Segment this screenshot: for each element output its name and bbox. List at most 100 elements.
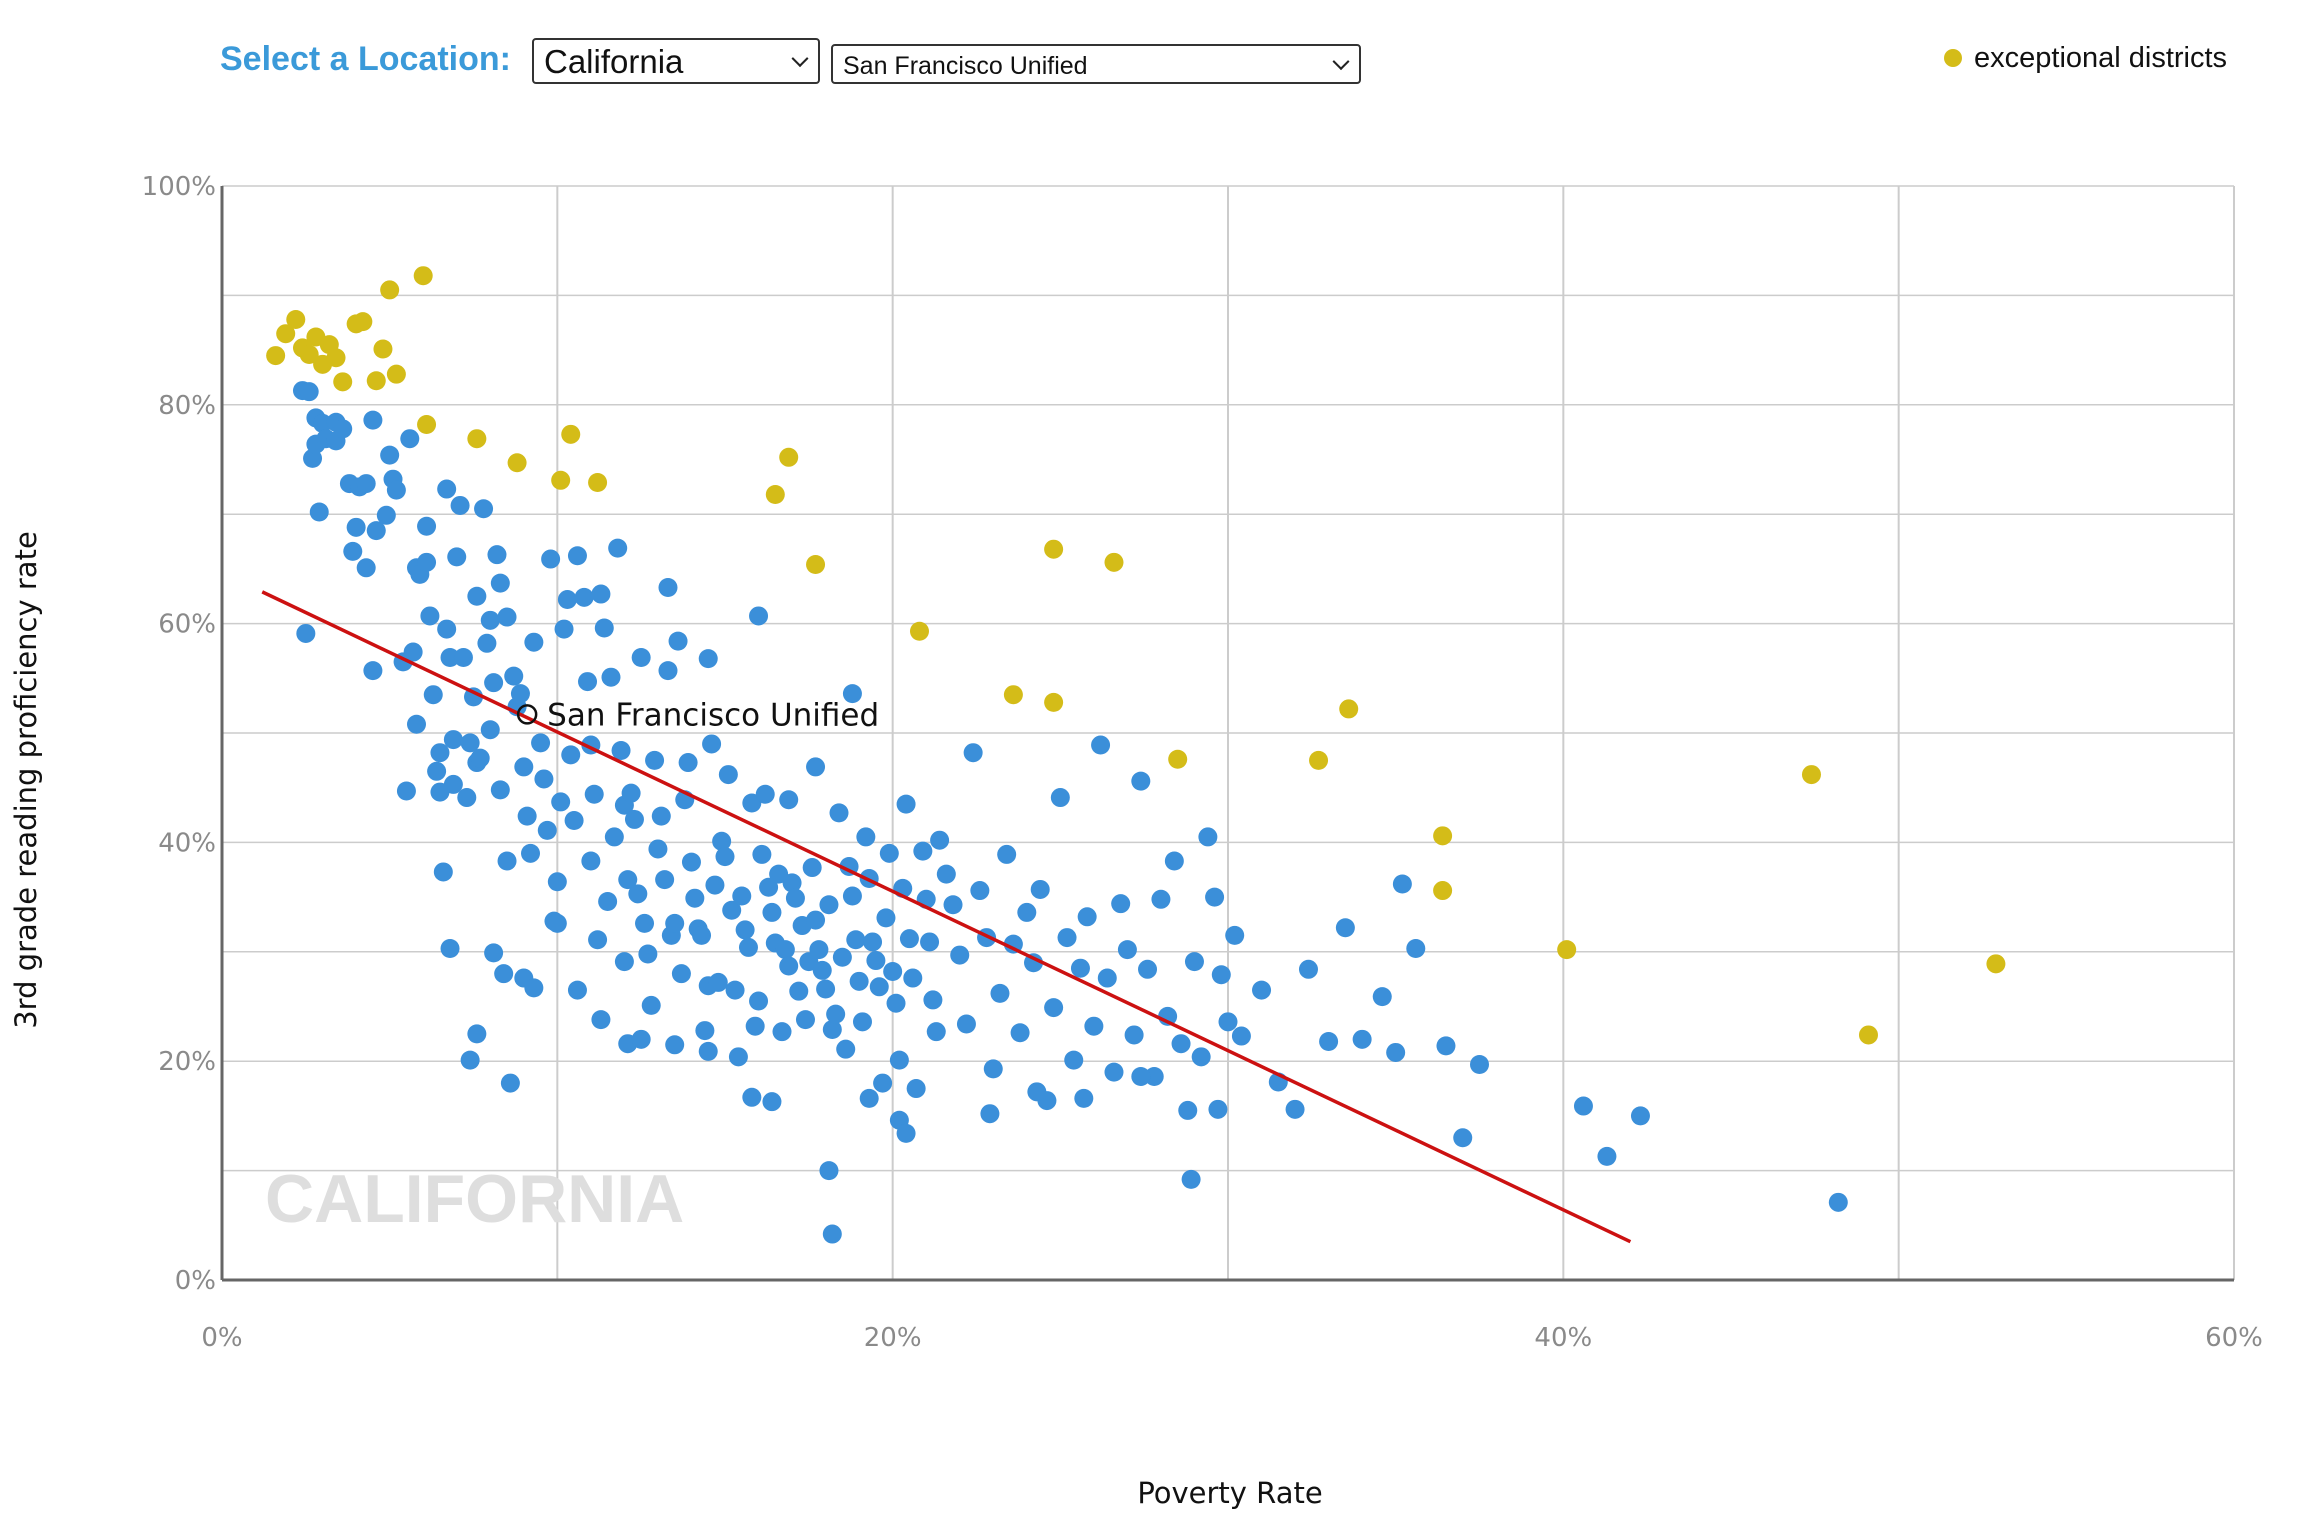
district-point <box>464 687 483 707</box>
district-point <box>983 1059 1003 1079</box>
x-axis-ticks: 0% 20% 40% 60% <box>201 1323 2263 1353</box>
district-point <box>614 952 634 972</box>
district-point <box>980 1104 1000 1124</box>
district-point <box>806 910 826 930</box>
district-point <box>715 847 735 867</box>
district-point <box>1097 968 1117 988</box>
district-point <box>899 929 919 949</box>
district-point <box>457 788 477 808</box>
district-point <box>702 734 722 754</box>
district-point <box>779 790 799 810</box>
district-point <box>671 964 691 984</box>
exceptional-district-point <box>779 447 799 467</box>
district-point <box>745 1016 765 1036</box>
y-tick-label: 20% <box>158 1047 216 1077</box>
district-point <box>417 516 437 536</box>
district-point <box>1151 889 1171 909</box>
exceptional-district-point <box>1044 539 1064 559</box>
district-point <box>692 925 712 945</box>
district-point <box>363 661 383 681</box>
exceptional-district-point <box>1168 749 1188 769</box>
district-point <box>467 586 487 606</box>
district-point <box>913 841 933 861</box>
exceptional-district-point <box>1986 954 2006 974</box>
y-tick-label: 0% <box>175 1266 216 1296</box>
exceptional-district-point <box>373 339 393 359</box>
district-point <box>487 545 507 565</box>
district-point <box>651 806 671 826</box>
district-point <box>725 980 745 1000</box>
district-point <box>641 995 661 1015</box>
district-point <box>1208 1099 1228 1119</box>
district-point <box>517 806 537 826</box>
x-tick-label: 60% <box>2205 1323 2263 1353</box>
district-point <box>668 631 688 651</box>
location-toolbar: Select a Location: California San Franci… <box>0 0 2306 110</box>
district-point <box>547 872 567 892</box>
exceptional-district-point <box>276 324 296 344</box>
district-point <box>712 831 732 851</box>
district-point <box>534 769 554 789</box>
district-point <box>1030 879 1050 899</box>
district-point <box>762 1092 782 1112</box>
district-point <box>658 577 678 597</box>
district-point <box>1386 1042 1406 1062</box>
exceptional-district-point <box>333 372 353 392</box>
district-point <box>1205 887 1225 907</box>
district-point <box>635 913 655 933</box>
district-point <box>785 888 805 908</box>
exceptional-district-point <box>286 309 306 329</box>
district-point <box>822 1019 842 1039</box>
exceptional-legend-label: exceptional districts <box>1974 41 2228 74</box>
exceptional-district-point <box>507 453 527 473</box>
district-point <box>333 419 353 439</box>
district-point <box>1178 1100 1198 1120</box>
district-point <box>547 913 567 933</box>
district-select[interactable]: San Francisco Unified <box>831 44 1361 84</box>
district-point <box>950 945 970 965</box>
district-point <box>1285 1099 1305 1119</box>
exceptional-district-point <box>1044 692 1064 712</box>
exceptional-district-point <box>1557 940 1577 960</box>
district-point <box>437 619 457 639</box>
state-select[interactable]: California <box>532 38 820 84</box>
district-point <box>806 757 826 777</box>
district-point <box>812 960 832 980</box>
district-point <box>601 667 621 687</box>
district-point <box>500 1073 520 1093</box>
district-point <box>879 843 899 863</box>
district-point <box>531 733 551 753</box>
exceptional-district-point <box>909 621 929 641</box>
district-point <box>1057 928 1077 948</box>
district-point <box>775 940 795 960</box>
district-point <box>802 858 822 878</box>
x-tick-label: 0% <box>201 1323 242 1353</box>
district-point <box>1406 939 1426 959</box>
data-points <box>266 266 2006 1244</box>
exceptional-district-point <box>266 346 286 366</box>
district-point <box>722 900 742 920</box>
district-point <box>1630 1106 1650 1126</box>
district-point <box>836 1039 856 1059</box>
district-point <box>869 977 889 997</box>
district-point <box>443 774 463 794</box>
district-point <box>816 979 836 999</box>
district-point <box>406 714 426 734</box>
district-point <box>1231 1026 1251 1046</box>
district-point <box>863 932 883 952</box>
district-point <box>819 1161 839 1181</box>
district-point <box>718 765 738 785</box>
district-point <box>742 793 762 813</box>
district-point <box>866 951 886 971</box>
district-point <box>849 971 869 991</box>
district-point <box>1597 1146 1617 1166</box>
district-point <box>524 632 544 652</box>
district-point <box>795 1010 815 1030</box>
district-point <box>876 908 896 928</box>
district-point <box>1225 925 1245 945</box>
district-point <box>440 648 460 668</box>
district-point <box>450 495 470 515</box>
district-point <box>896 794 916 814</box>
district-point <box>889 1050 909 1070</box>
district-point <box>514 757 534 777</box>
